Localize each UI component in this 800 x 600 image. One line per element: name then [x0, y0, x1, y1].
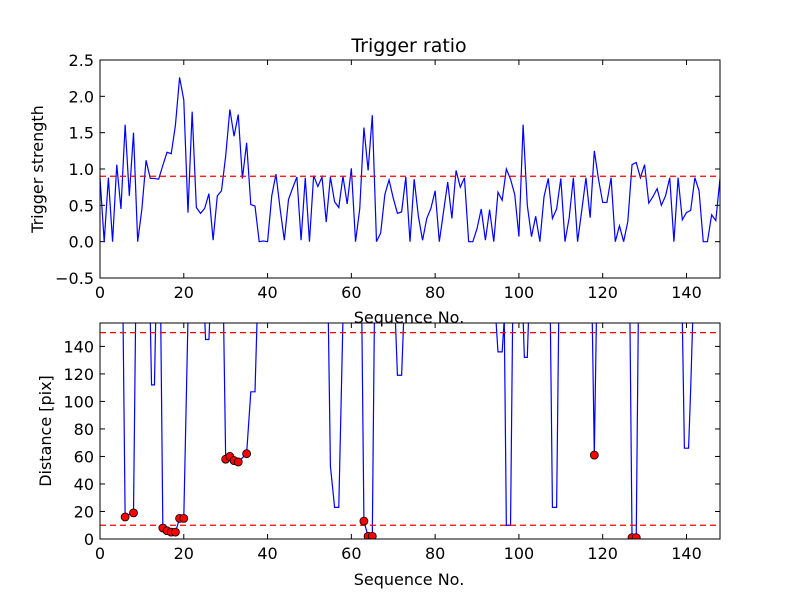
y-tick-label: 1.5	[69, 124, 94, 143]
data-point-marker	[233, 457, 243, 467]
x-tick-label: 20	[174, 544, 194, 563]
series-line	[122, 323, 694, 539]
plot-area	[100, 77, 720, 243]
x-tick-label: 60	[341, 283, 361, 302]
y-tick-label: 2.5	[69, 51, 94, 70]
distance-plot: Distance [pix] Sequence No. 0 20 40 60 80 100…	[36, 322, 721, 589]
y-axis-title: Trigger strength	[28, 105, 47, 234]
x-tick-label: 40	[257, 283, 277, 302]
x-tick-label: 40	[257, 544, 277, 563]
x-tick-label: 80	[425, 544, 445, 563]
x-tick-label: 20	[174, 283, 194, 302]
x-tick-label: 0	[95, 544, 105, 563]
data-point-marker	[359, 516, 369, 526]
y-tick-label: −0.5	[55, 269, 94, 288]
y-tick-label: 1.0	[69, 160, 94, 179]
y-tick-label: 140	[63, 337, 94, 356]
data-point-marker	[120, 512, 130, 522]
y-tick-label: 0.0	[69, 233, 94, 252]
x-tick-label: 60	[341, 544, 361, 563]
y-tick-label: 0	[84, 530, 94, 549]
x-axis-title: Sequence No.	[354, 308, 465, 327]
y-tick-label: 100	[63, 392, 94, 411]
x-tick-label: 100	[504, 283, 535, 302]
data-point-marker	[367, 531, 377, 539]
x-tick-label: 80	[425, 283, 445, 302]
data-point-marker	[589, 450, 599, 460]
y-tick-label: 80	[74, 420, 94, 439]
chart-title: Trigger ratio	[350, 35, 466, 57]
plot-frame	[99, 322, 721, 540]
data-point-marker	[171, 527, 180, 537]
data-point-marker	[179, 513, 189, 523]
y-axis-title: Distance [pix]	[36, 375, 55, 487]
data-point-marker	[631, 533, 641, 539]
y-tick-label: 40	[74, 475, 94, 494]
data-point-marker	[242, 449, 252, 459]
plot-frame	[99, 59, 721, 279]
x-axis-title: Sequence No.	[354, 570, 465, 589]
x-tick-label: 120	[587, 283, 618, 302]
x-tick-label: 140	[671, 544, 702, 563]
x-tick-label: 140	[671, 283, 702, 302]
trigger-ratio-plot: Trigger ratio Trigger strength Sequence …	[28, 35, 721, 327]
y-tick-label: 60	[74, 447, 94, 466]
y-tick-label: 120	[63, 365, 94, 384]
x-tick-label: 120	[587, 544, 618, 563]
y-tick-label: 0.5	[69, 196, 94, 215]
x-tick-label: 0	[95, 283, 105, 302]
series-line	[100, 77, 720, 243]
data-point-marker	[129, 508, 138, 518]
plot-area	[100, 323, 720, 539]
y-tick-label: 2.0	[69, 87, 94, 106]
y-tick-label: 20	[74, 502, 94, 521]
x-tick-label: 100	[504, 544, 535, 563]
